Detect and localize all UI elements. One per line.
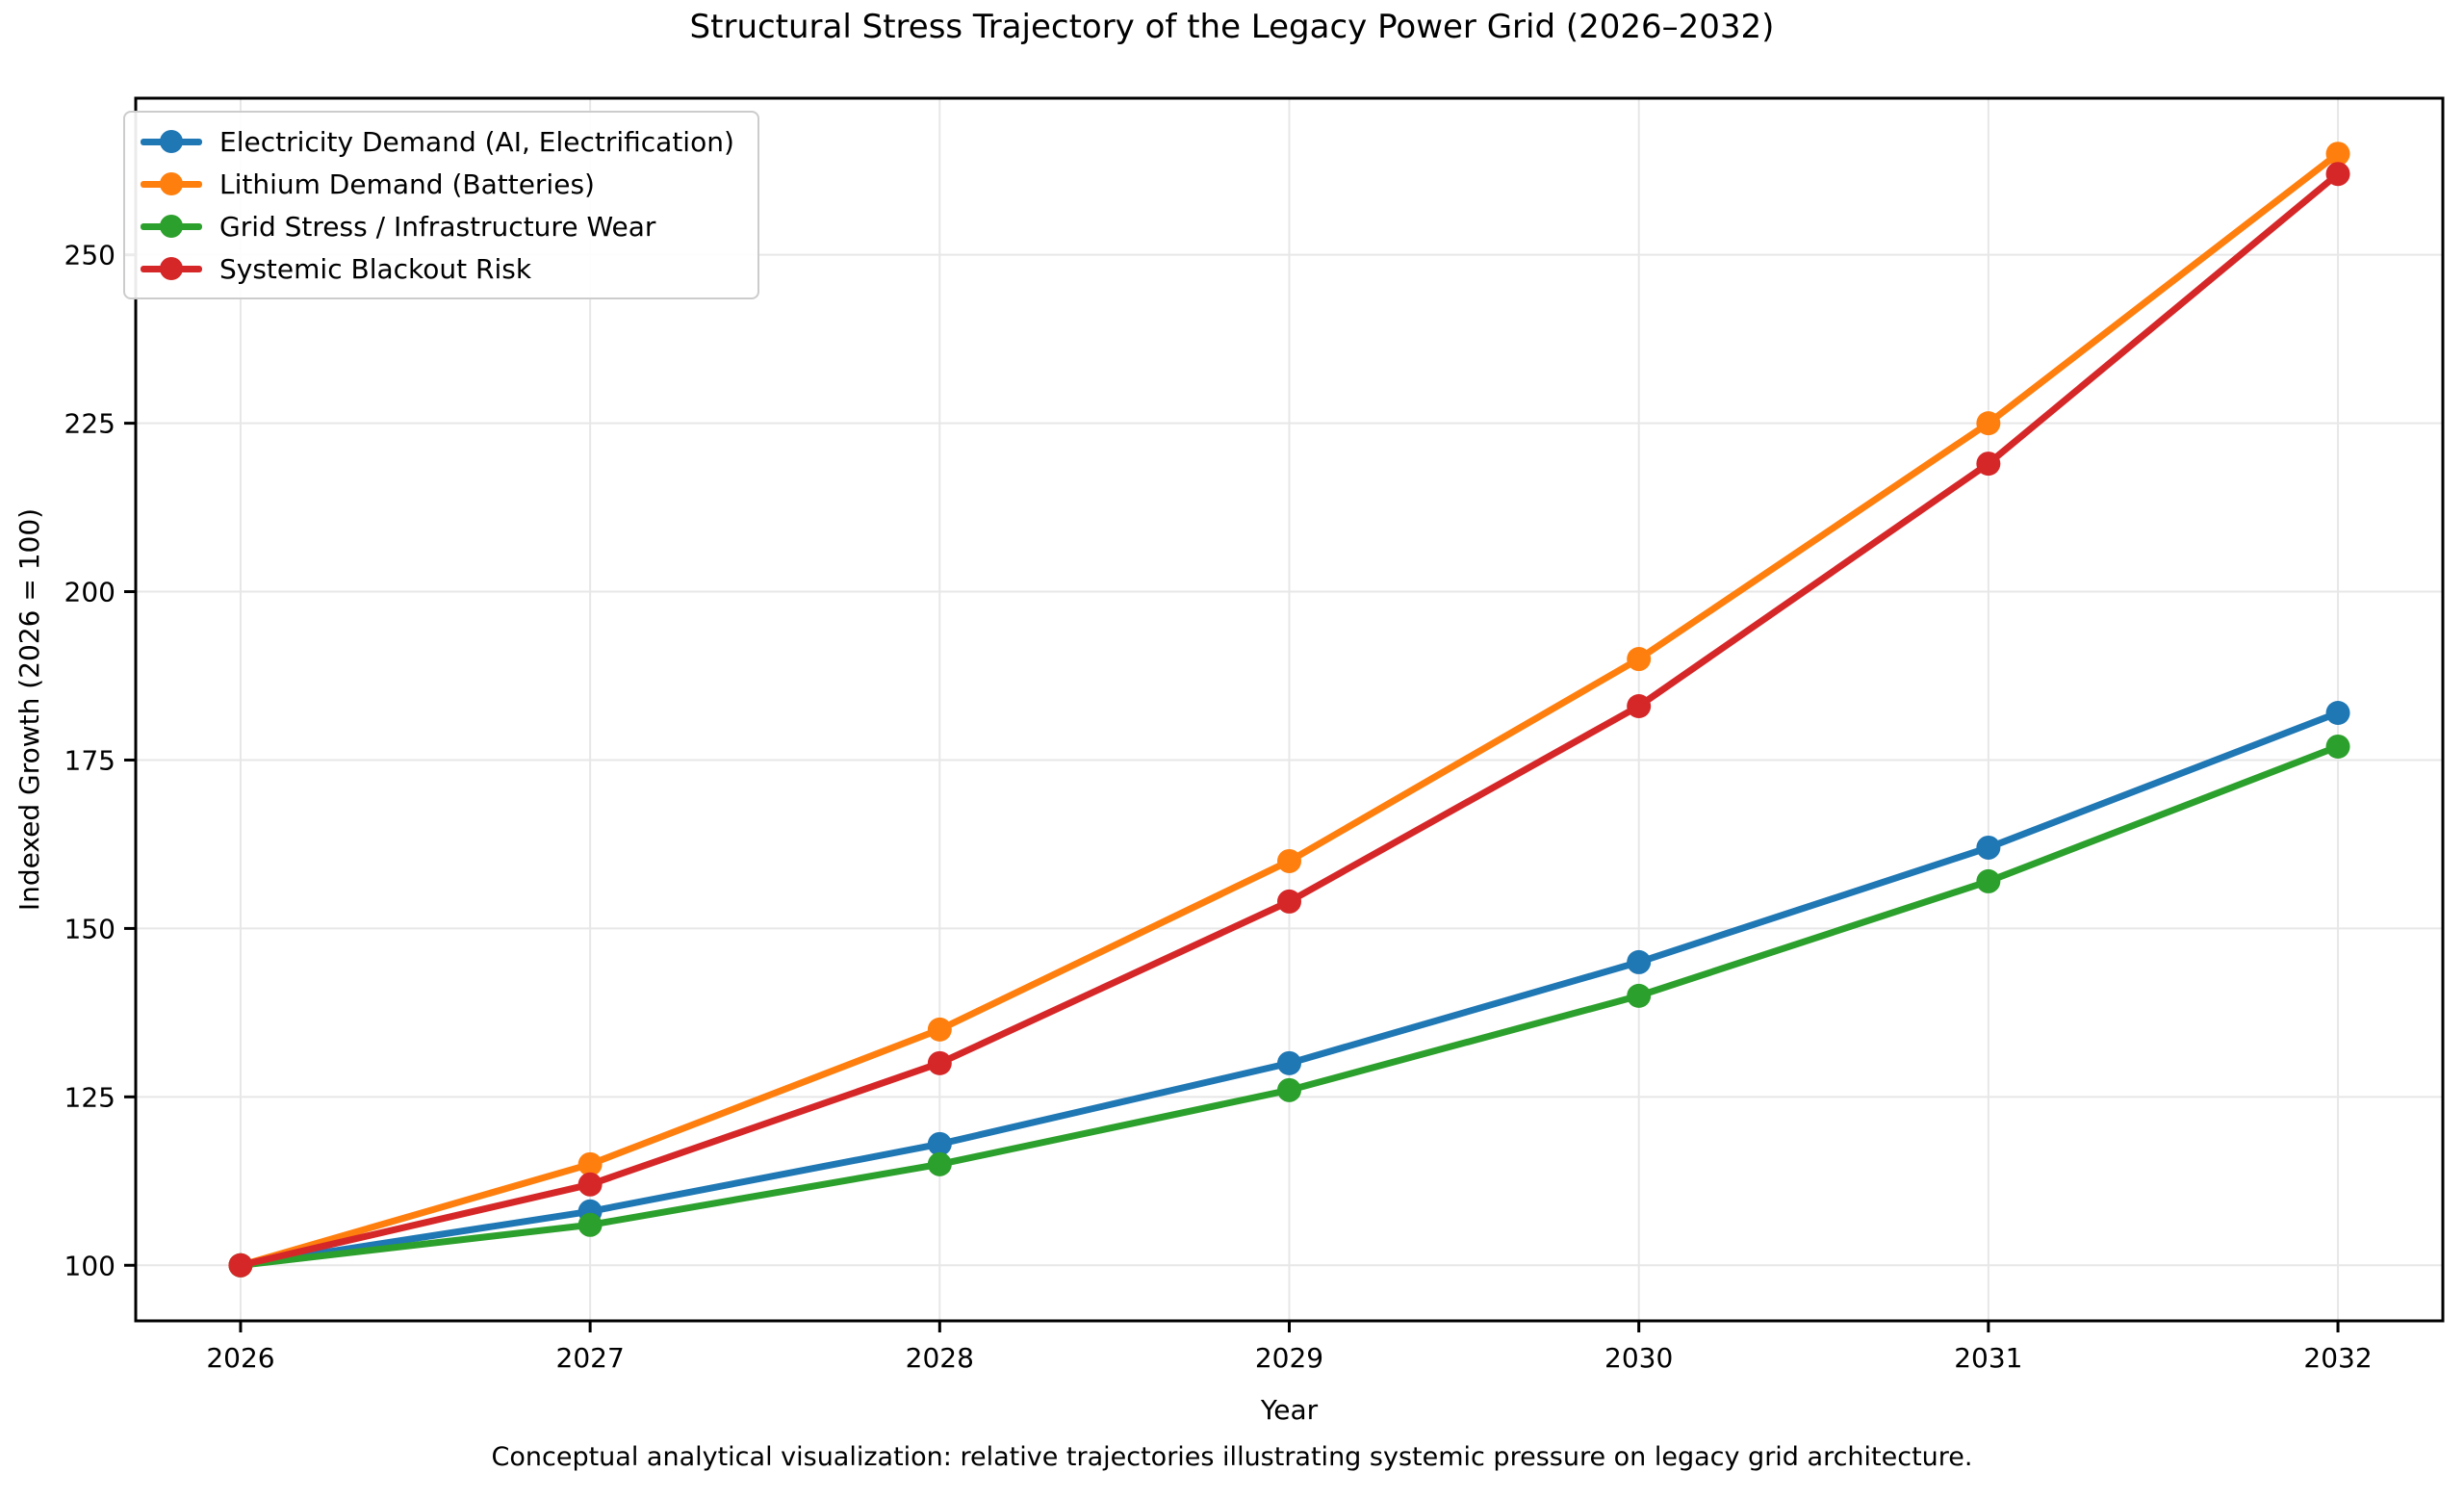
legend-item-label: Systemic Blackout Risk xyxy=(219,252,532,285)
data-point-marker xyxy=(2325,142,2350,167)
legend-line-marker-icon xyxy=(141,214,202,239)
x-tick-label: 2026 xyxy=(206,1342,274,1374)
x-tick-label: 2028 xyxy=(906,1342,974,1374)
y-tick-label: 150 xyxy=(64,913,116,944)
x-tick-label: 2030 xyxy=(1604,1342,1673,1374)
data-point-marker xyxy=(927,1131,952,1156)
x-tick-label: 2029 xyxy=(1255,1342,1323,1374)
chart-title: Structural Stress Trajectory of the Lega… xyxy=(689,8,1775,46)
legend-item: Electricity Demand (AI, Electrification) xyxy=(141,124,734,159)
y-tick-label: 200 xyxy=(64,577,116,608)
x-tick-label: 2032 xyxy=(2303,1342,2372,1374)
x-axis-label: Year xyxy=(1260,1394,1319,1426)
y-tick-label: 100 xyxy=(64,1250,116,1281)
y-tick-label: 225 xyxy=(64,408,116,440)
legend-item-label: Electricity Demand (AI, Electrification) xyxy=(219,125,734,158)
legend-item-label: Lithium Demand (Batteries) xyxy=(219,168,595,200)
legend-dot xyxy=(160,257,183,280)
data-point-marker xyxy=(2325,700,2350,725)
data-point-marker xyxy=(578,1212,603,1237)
data-point-marker xyxy=(1277,1077,1301,1102)
data-point-marker xyxy=(927,1151,952,1176)
data-point-marker xyxy=(228,1253,253,1278)
figure-caption: Conceptual analytical visualization: rel… xyxy=(491,1442,1973,1472)
data-point-marker xyxy=(1976,411,2001,436)
legend-item: Systemic Blackout Risk xyxy=(141,251,734,286)
data-point-marker xyxy=(2325,734,2350,759)
data-point-marker xyxy=(2325,162,2350,187)
legend-dot xyxy=(160,215,183,238)
y-tick-label: 125 xyxy=(64,1081,116,1113)
legend-line-marker-icon xyxy=(141,256,202,281)
legend: Electricity Demand (AI, Electrification)… xyxy=(123,111,759,299)
legend-dot xyxy=(160,172,183,195)
x-tick-label: 2031 xyxy=(1954,1342,2022,1374)
data-point-marker xyxy=(927,1017,952,1042)
y-axis-label: Indexed Growth (2026 = 100) xyxy=(13,508,45,911)
data-point-marker xyxy=(578,1172,603,1197)
data-point-marker xyxy=(1627,983,1652,1008)
legend-dot xyxy=(160,130,183,153)
data-point-marker xyxy=(578,1151,603,1176)
legend-line-marker-icon xyxy=(141,171,202,196)
legend-line-marker-icon xyxy=(141,129,202,154)
data-point-marker xyxy=(1277,889,1301,914)
y-tick-label: 250 xyxy=(64,240,116,271)
data-point-marker xyxy=(1976,835,2001,860)
y-tick-label: 175 xyxy=(64,744,116,776)
data-point-marker xyxy=(1976,452,2001,477)
legend-item-label: Grid Stress / Infrastructure Wear xyxy=(219,210,656,243)
data-point-marker xyxy=(1277,848,1301,873)
data-point-marker xyxy=(927,1050,952,1075)
data-point-marker xyxy=(1627,694,1652,719)
data-point-marker xyxy=(1627,949,1652,974)
legend-item: Lithium Demand (Batteries) xyxy=(141,167,734,201)
x-tick-label: 2027 xyxy=(556,1342,625,1374)
data-point-marker xyxy=(1277,1050,1301,1075)
legend-item: Grid Stress / Infrastructure Wear xyxy=(141,209,734,244)
data-point-marker xyxy=(1976,868,2001,893)
data-point-marker xyxy=(1627,647,1652,672)
